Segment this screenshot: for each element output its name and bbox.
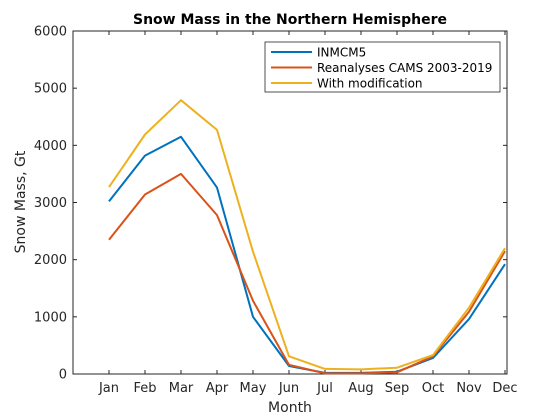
x-axis-label: Month [268, 400, 312, 416]
y-axis-label: Snow Mass, Gt [13, 150, 29, 253]
x-tick-label: Nov [456, 381, 482, 396]
legend-label: With modification [317, 77, 423, 91]
x-tick-label: Dec [492, 381, 517, 396]
x-tick-label: May [240, 381, 267, 396]
y-tick-label: 0 [59, 368, 67, 383]
legend-label: INMCM5 [317, 46, 366, 60]
x-tick-label: Aug [348, 381, 373, 396]
series-line-3 [108, 99, 506, 371]
y-tick-label: 5000 [34, 82, 67, 97]
x-tick-label: Jul [316, 381, 333, 396]
series-line-2 [108, 172, 506, 375]
y-tick-label: 1000 [34, 310, 67, 325]
chart-title: Snow Mass in the Northern Hemisphere [133, 12, 447, 28]
y-tick-label: 6000 [34, 25, 67, 40]
series-lines [108, 99, 506, 375]
x-tick-label: Sep [385, 381, 410, 396]
x-axis-ticks: Jan Feb Mar Apr May Jun Jul Aug Sep Oct Nov Dec [98, 31, 518, 396]
y-tick-label: 4000 [34, 139, 67, 154]
x-tick-label: Oct [422, 381, 444, 396]
x-tick-label: Mar [169, 381, 194, 396]
x-tick-label: Jun [278, 381, 299, 396]
y-tick-label: 3000 [34, 196, 67, 211]
x-tick-label: Jan [98, 381, 119, 396]
legend-label: Reanalyses CAMS 2003-2019 [317, 61, 492, 75]
y-tick-label: 2000 [34, 253, 67, 268]
y-axis-ticks: 0 1000 2000 3000 4000 5000 6000 [34, 25, 507, 383]
x-tick-label: Apr [206, 381, 229, 396]
x-tick-label: Feb [133, 381, 156, 396]
